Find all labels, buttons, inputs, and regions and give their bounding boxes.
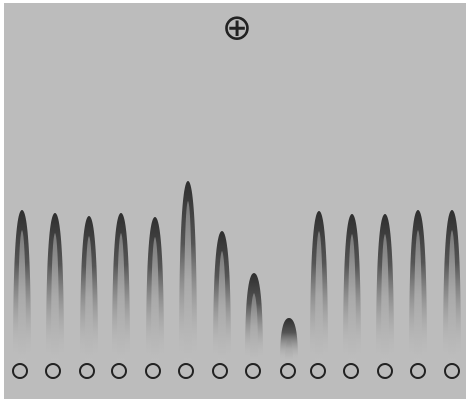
page: {"symbol": "⊕"} ⊕ (() => { const data = … <box>0 0 468 402</box>
symbol: ⊕ <box>222 8 252 49</box>
background <box>4 3 466 399</box>
figure: ⊕ <box>0 0 468 402</box>
